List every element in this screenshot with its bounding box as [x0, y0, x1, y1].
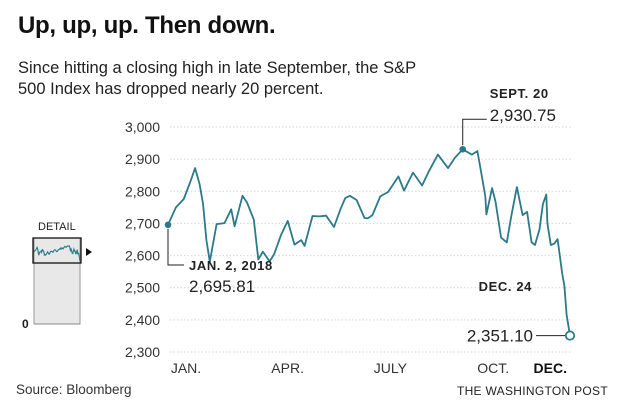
- detail-label: DETAIL: [38, 221, 76, 233]
- x-tick-label: JULY: [374, 360, 408, 376]
- x-tick-label: DEC.: [534, 360, 567, 376]
- start-point-value: 2,695.81: [189, 277, 255, 296]
- gridlines: [170, 126, 572, 353]
- x-tick-label: APR.: [271, 360, 304, 376]
- detail-inset-box: [32, 237, 82, 264]
- y-axis-labels: 3,000 2,900 2,800 2,700 2,600 2,500 2,400 2,300: [125, 119, 160, 360]
- y-tick-label: 2,400: [125, 312, 160, 328]
- high-point-marker: [459, 145, 467, 153]
- source-note: Source: Bloomberg: [16, 382, 132, 397]
- credit-line: THE WASHINGTON POST: [456, 384, 608, 398]
- series-line: [167, 148, 571, 336]
- detail-pointer-icon: [86, 248, 92, 256]
- y-tick-label: 2,800: [125, 183, 160, 199]
- low-point-date: DEC. 24: [479, 279, 533, 294]
- x-tick-label: JAN.: [171, 360, 201, 376]
- high-point-value: 2,930.75: [490, 106, 556, 125]
- y-tick-label: 2,600: [125, 248, 160, 264]
- start-point-leader: [167, 228, 184, 266]
- x-tick-label: OCT.: [477, 360, 509, 376]
- low-point-value: 2,351.10: [467, 327, 533, 346]
- y-tick-label: 2,900: [125, 151, 160, 167]
- chart-title: Up, up, up. Then down.: [18, 12, 276, 39]
- high-point-leader: [462, 118, 487, 146]
- start-point-date: JAN. 2, 2018: [189, 258, 273, 273]
- y-tick-label: 3,000: [125, 119, 160, 135]
- low-point-marker: [564, 330, 576, 341]
- y-tick-label: 2,500: [125, 280, 160, 296]
- annotations: SEPT. 20 2,930.75 JAN. 2, 2018 2,695.81 DEC.…: [164, 86, 576, 346]
- detail-inset-line: [33, 245, 81, 262]
- y-tick-label: 2,300: [125, 344, 160, 360]
- detail-inset: DETAIL 0: [22, 221, 92, 331]
- x-axis-labels: JAN. APR. JULY OCT. DEC.: [171, 360, 567, 376]
- start-point-marker: [164, 221, 172, 229]
- detail-zero-label: 0: [22, 317, 29, 331]
- y-tick-label: 2,700: [125, 215, 160, 231]
- chart-subtitle: Since hitting a closing high in late Sep…: [18, 59, 416, 98]
- high-point-date: SEPT. 20: [490, 86, 549, 101]
